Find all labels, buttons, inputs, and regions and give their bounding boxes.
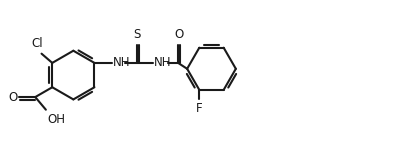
Text: S: S [133, 27, 140, 40]
Text: F: F [196, 102, 202, 115]
Text: O: O [174, 27, 183, 40]
Text: NH: NH [112, 56, 130, 69]
Text: OH: OH [48, 113, 66, 126]
Text: O: O [8, 91, 17, 103]
Text: NH: NH [153, 56, 171, 69]
Text: Cl: Cl [31, 37, 43, 50]
